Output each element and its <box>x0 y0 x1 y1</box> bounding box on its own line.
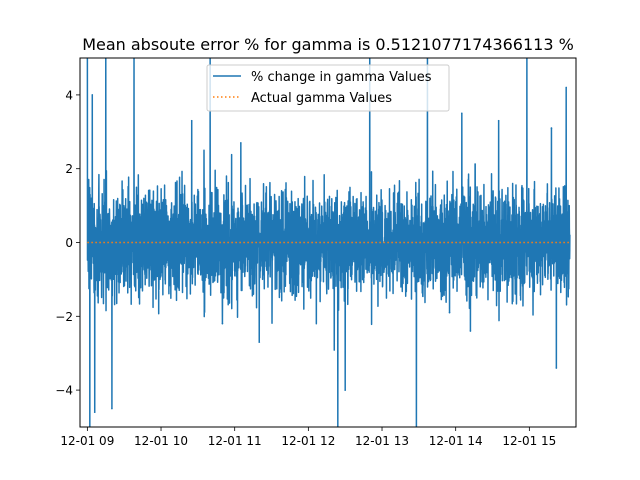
y-tick-label: 0 <box>65 236 73 250</box>
spike-point <box>555 367 558 369</box>
spike-point <box>565 86 567 89</box>
spike-point <box>344 389 346 391</box>
y-tick-label: 4 <box>65 88 73 102</box>
series-line-change <box>86 58 571 427</box>
spike-point <box>550 127 553 129</box>
spike-point <box>337 434 339 436</box>
y-axis: −4 −2 0 2 4 <box>55 88 80 398</box>
x-axis: 12-01 09 12-01 10 12-01 11 12-01 12 12-01 13… <box>60 427 556 448</box>
spike-point <box>111 407 113 410</box>
x-tick-label: 12-01 13 <box>355 434 409 448</box>
legend-label-actual: Actual gamma Values <box>251 91 392 106</box>
series-layer <box>86 58 571 436</box>
legend-frame <box>206 64 450 112</box>
spike-point <box>416 434 418 436</box>
chart-title: Mean absoute error % for gamma is 0.5121… <box>82 35 574 54</box>
spike-point <box>497 119 500 122</box>
y-tick-label: −4 <box>55 384 73 398</box>
spike-point <box>240 142 242 144</box>
spike-point <box>258 341 261 343</box>
x-tick-label: 12-01 14 <box>429 434 483 448</box>
spike-point <box>448 311 451 314</box>
spike-point <box>221 322 224 325</box>
spike-point <box>91 94 94 96</box>
spike-point <box>93 411 96 414</box>
y-tick-label: −2 <box>55 310 73 324</box>
spike-point <box>469 330 472 332</box>
x-tick-label: 12-01 09 <box>60 434 114 448</box>
x-tick-label: 12-01 11 <box>208 434 262 448</box>
x-tick-label: 12-01 10 <box>134 434 188 448</box>
legend: % change in gamma Values Actual gamma Va… <box>206 64 450 112</box>
x-tick-label: 12-01 15 <box>502 434 556 448</box>
x-tick-label: 12-01 12 <box>281 434 335 448</box>
legend-label-change: % change in gamma Values <box>251 70 432 85</box>
spike-point <box>190 119 193 122</box>
spike-point <box>461 112 463 115</box>
y-tick-label: 2 <box>65 162 73 176</box>
